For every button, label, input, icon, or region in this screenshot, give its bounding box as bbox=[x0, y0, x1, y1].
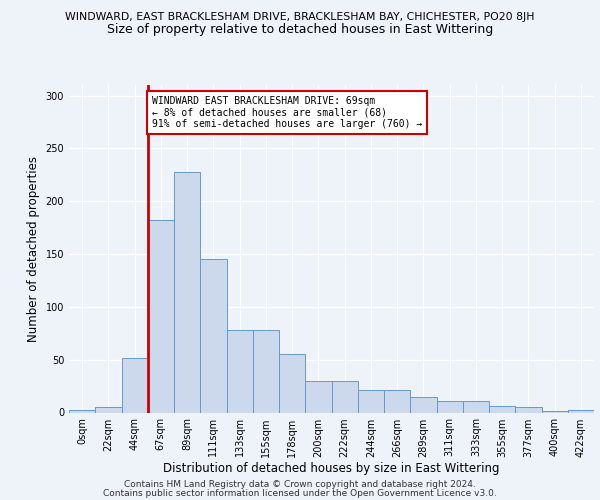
Text: WINDWARD EAST BRACKLESHAM DRIVE: 69sqm
← 8% of detached houses are smaller (68)
: WINDWARD EAST BRACKLESHAM DRIVE: 69sqm ←… bbox=[152, 96, 422, 129]
X-axis label: Distribution of detached houses by size in East Wittering: Distribution of detached houses by size … bbox=[163, 462, 500, 475]
Bar bbox=[148, 220, 174, 412]
Bar bbox=[227, 330, 253, 412]
Bar bbox=[568, 410, 594, 412]
Bar bbox=[463, 401, 489, 412]
Bar bbox=[121, 358, 148, 412]
Bar bbox=[515, 407, 542, 412]
Bar bbox=[489, 406, 515, 412]
Bar bbox=[200, 260, 227, 412]
Bar bbox=[358, 390, 384, 412]
Bar bbox=[69, 410, 95, 412]
Text: WINDWARD, EAST BRACKLESHAM DRIVE, BRACKLESHAM BAY, CHICHESTER, PO20 8JH: WINDWARD, EAST BRACKLESHAM DRIVE, BRACKL… bbox=[65, 12, 535, 22]
Text: Contains public sector information licensed under the Open Government Licence v3: Contains public sector information licen… bbox=[103, 488, 497, 498]
Text: Size of property relative to detached houses in East Wittering: Size of property relative to detached ho… bbox=[107, 22, 493, 36]
Bar bbox=[253, 330, 279, 412]
Y-axis label: Number of detached properties: Number of detached properties bbox=[27, 156, 40, 342]
Bar bbox=[174, 172, 200, 412]
Bar bbox=[384, 390, 410, 412]
Bar bbox=[331, 381, 358, 412]
Bar bbox=[437, 401, 463, 412]
Bar bbox=[95, 407, 121, 412]
Bar bbox=[305, 381, 331, 412]
Bar bbox=[279, 354, 305, 412]
Text: Contains HM Land Registry data © Crown copyright and database right 2024.: Contains HM Land Registry data © Crown c… bbox=[124, 480, 476, 489]
Bar bbox=[410, 396, 437, 412]
